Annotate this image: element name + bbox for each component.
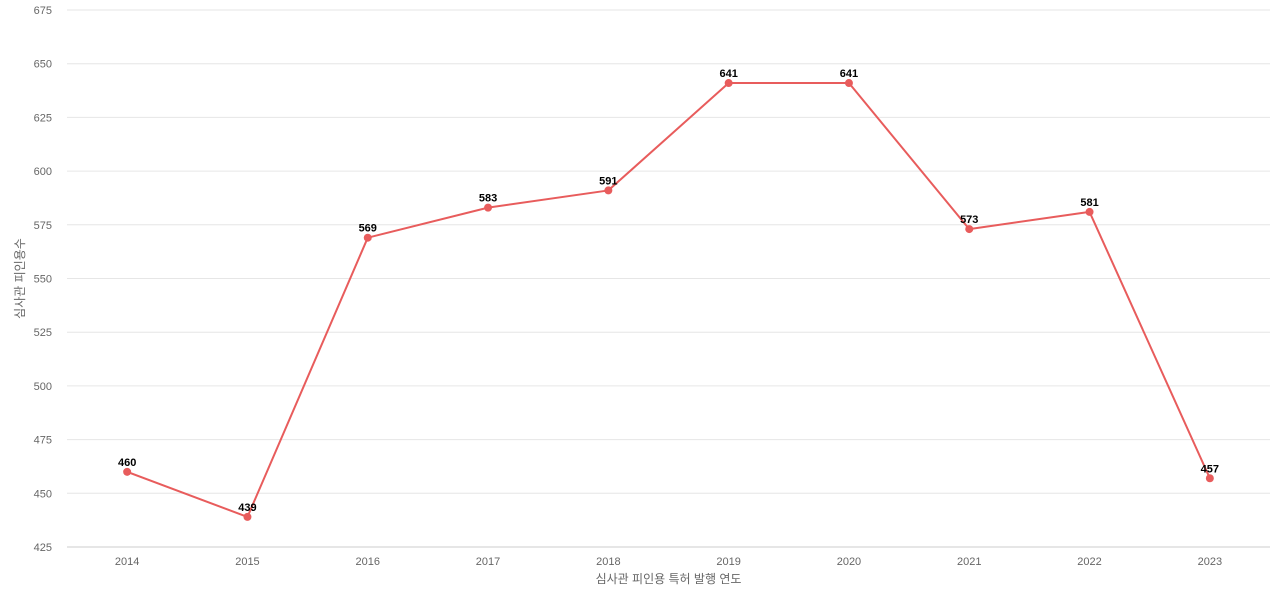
series-line-group <box>126 82 1211 518</box>
data-point[interactable] <box>1085 207 1094 216</box>
x-tick-label: 2019 <box>716 556 740 568</box>
x-tick-label: 2020 <box>837 556 861 568</box>
y-tick-label: 425 <box>34 542 52 554</box>
x-axis-title: 심사관 피인용 특허 발행 연도 <box>596 571 742 586</box>
y-tick-label: 500 <box>34 381 52 393</box>
y-tick-label: 600 <box>34 166 52 178</box>
x-tick-label: 2018 <box>596 556 620 568</box>
y-axis-title: 심사관 피인용수 <box>13 238 27 319</box>
x-tick-label: 2023 <box>1198 556 1222 568</box>
x-tick-label: 2021 <box>957 556 981 568</box>
data-label: 591 <box>599 175 617 187</box>
data-label: 583 <box>479 193 497 205</box>
data-points <box>123 79 1214 521</box>
y-tick-label: 550 <box>34 274 52 286</box>
x-tick-label: 2015 <box>235 556 259 568</box>
data-point[interactable] <box>844 79 853 88</box>
x-tick-label: 2014 <box>115 556 139 568</box>
data-label: 457 <box>1201 463 1219 475</box>
x-axis-ticks: 2014 2015 2016 2017 2018 2019 2020 2021 2022 2023 <box>115 556 1222 568</box>
x-tick-label: 2022 <box>1077 556 1101 568</box>
data-label: 573 <box>960 214 978 226</box>
data-label: 641 <box>840 68 858 80</box>
data-label: 439 <box>238 502 256 514</box>
x-tick-label: 2017 <box>476 556 500 568</box>
y-axis-ticks: 425 450 475 500 525 550 575 600 625 650 675 <box>34 5 52 554</box>
y-tick-label: 525 <box>34 327 52 339</box>
data-point[interactable] <box>123 467 132 476</box>
data-label: 581 <box>1080 197 1098 209</box>
data-point[interactable] <box>724 79 733 88</box>
series-line <box>126 82 1211 518</box>
data-point[interactable] <box>243 512 252 521</box>
data-label: 569 <box>359 223 377 235</box>
y-tick-label: 575 <box>34 220 52 232</box>
y-tick-label: 475 <box>34 435 52 447</box>
x-tick-label: 2016 <box>356 556 380 568</box>
y-tick-label: 650 <box>34 59 52 71</box>
data-point[interactable] <box>604 186 613 195</box>
grid-lines <box>67 9 1270 494</box>
y-tick-label: 675 <box>34 5 52 17</box>
y-tick-label: 625 <box>34 112 52 124</box>
data-label: 460 <box>118 457 136 469</box>
data-point[interactable] <box>484 203 493 212</box>
data-point[interactable] <box>1205 474 1214 483</box>
y-tick-label: 450 <box>34 488 52 500</box>
data-point[interactable] <box>965 225 974 234</box>
data-labels: 460 439 569 583 591 641 641 573 581 457 <box>118 68 1219 514</box>
data-point[interactable] <box>363 233 372 242</box>
data-label: 641 <box>719 68 737 80</box>
